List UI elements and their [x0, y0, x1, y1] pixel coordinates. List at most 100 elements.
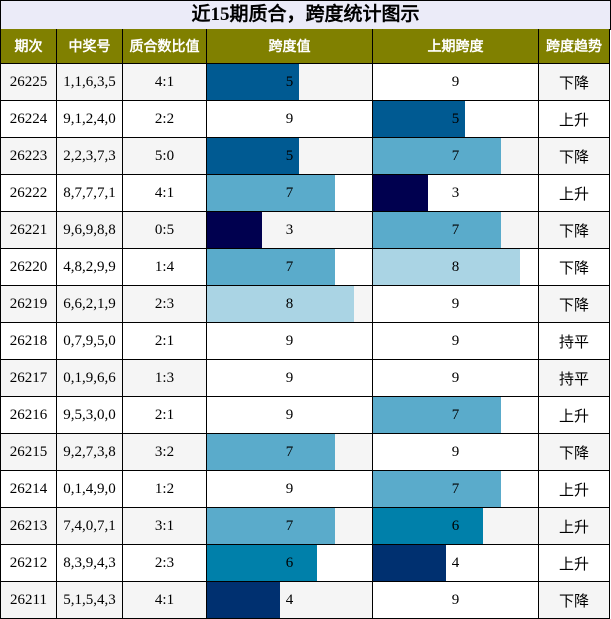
span-cell: 9 [207, 360, 373, 397]
prev-span-cell-label: 6 [451, 517, 460, 534]
issue-cell: 26222 [0, 175, 57, 212]
issue-cell: 26220 [0, 249, 57, 286]
span-cell-bar [207, 545, 317, 581]
span-cell: 4 [207, 582, 373, 619]
trend-cell: 上升 [539, 471, 610, 508]
header-numbers: 中奖号 [57, 29, 123, 64]
chart-title: 近15期质合，跨度统计图示 [0, 0, 611, 30]
numbers-cell: 0,1,4,9,0 [57, 471, 123, 508]
span-cell-label: 9 [285, 369, 294, 386]
ratio-cell: 3:1 [123, 508, 207, 545]
prev-span-cell: 4 [373, 545, 539, 582]
ratio-cell: 3:2 [123, 434, 207, 471]
span-cell-label: 5 [285, 73, 294, 90]
prev-span-cell-label: 3 [451, 184, 460, 201]
span-cell: 7 [207, 175, 373, 212]
span-cell-label: 9 [285, 406, 294, 423]
issue-cell: 26225 [0, 64, 57, 101]
prev-span-cell-bar [373, 249, 520, 285]
ratio-cell: 2:1 [123, 397, 207, 434]
span-cell-bar [207, 175, 335, 211]
numbers-cell: 5,1,5,4,3 [57, 582, 123, 619]
prev-span-cell-label: 9 [451, 295, 460, 312]
trend-cell: 下降 [539, 138, 610, 175]
span-cell-label: 5 [285, 147, 294, 164]
ratio-cell: 4:1 [123, 64, 207, 101]
trend-cell: 持平 [539, 323, 610, 360]
header-trend: 跨度趋势 [539, 29, 610, 64]
header-prev-span: 上期跨度 [373, 29, 539, 64]
prev-span-cell: 9 [373, 360, 539, 397]
issue-cell: 26218 [0, 323, 57, 360]
trend-cell: 上升 [539, 508, 610, 545]
numbers-cell: 8,3,9,4,3 [57, 545, 123, 582]
prev-span-cell-label: 5 [451, 110, 460, 127]
span-cell: 7 [207, 249, 373, 286]
span-cell: 8 [207, 286, 373, 323]
prev-span-cell-bar [373, 360, 538, 396]
span-cell: 9 [207, 471, 373, 508]
prev-span-cell: 9 [373, 323, 539, 360]
ratio-cell: 0:5 [123, 212, 207, 249]
trend-cell: 持平 [539, 360, 610, 397]
trend-cell: 下降 [539, 286, 610, 323]
span-cell-label: 8 [285, 295, 294, 312]
span-cell-bar [207, 212, 262, 248]
span-cell-bar [207, 434, 335, 470]
prev-span-cell: 5 [373, 101, 539, 138]
span-cell-bar [207, 508, 335, 544]
prev-span-cell-label: 7 [451, 480, 460, 497]
prev-span-cell: 9 [373, 434, 539, 471]
numbers-cell: 8,7,7,7,1 [57, 175, 123, 212]
prev-span-cell: 9 [373, 582, 539, 619]
span-cell: 3 [207, 212, 373, 249]
prev-span-cell: 3 [373, 175, 539, 212]
span-cell: 5 [207, 64, 373, 101]
span-cell: 9 [207, 101, 373, 138]
prev-span-cell-label: 9 [451, 332, 460, 349]
span-cell-bar [207, 286, 354, 322]
trend-cell: 上升 [539, 397, 610, 434]
trend-cell: 下降 [539, 249, 610, 286]
trend-cell: 上升 [539, 175, 610, 212]
span-cell: 5 [207, 138, 373, 175]
prev-span-cell-bar [373, 286, 538, 322]
numbers-cell: 4,8,2,9,9 [57, 249, 123, 286]
span-cell: 9 [207, 397, 373, 434]
numbers-cell: 7,4,0,7,1 [57, 508, 123, 545]
prev-span-cell-bar [373, 397, 501, 433]
ratio-cell: 2:1 [123, 323, 207, 360]
prev-span-cell-label: 7 [451, 406, 460, 423]
trend-cell: 下降 [539, 64, 610, 101]
span-cell-label: 7 [285, 517, 294, 534]
header-span: 跨度值 [207, 29, 373, 64]
prev-span-cell-bar [373, 212, 501, 248]
trend-cell: 下降 [539, 434, 610, 471]
ratio-cell: 4:1 [123, 582, 207, 619]
ratio-cell: 1:2 [123, 471, 207, 508]
prev-span-cell-bar [373, 545, 446, 581]
prev-span-cell: 7 [373, 471, 539, 508]
issue-cell: 26224 [0, 101, 57, 138]
span-cell-bar [207, 471, 372, 507]
prev-span-cell: 9 [373, 64, 539, 101]
prev-span-cell: 8 [373, 249, 539, 286]
ratio-cell: 1:4 [123, 249, 207, 286]
prev-span-cell: 7 [373, 397, 539, 434]
numbers-cell: 2,2,3,7,3 [57, 138, 123, 175]
prev-span-cell-bar [373, 508, 483, 544]
numbers-cell: 9,1,2,4,0 [57, 101, 123, 138]
prev-span-cell-bar [373, 101, 465, 137]
prev-span-cell-label: 7 [451, 147, 460, 164]
prev-span-cell-bar [373, 175, 428, 211]
span-cell-bar [207, 323, 372, 359]
span-cell-label: 4 [285, 591, 294, 608]
issue-cell: 26221 [0, 212, 57, 249]
prev-span-cell: 9 [373, 286, 539, 323]
prev-span-cell: 7 [373, 212, 539, 249]
span-cell: 7 [207, 434, 373, 471]
issue-cell: 26215 [0, 434, 57, 471]
span-cell: 9 [207, 323, 373, 360]
